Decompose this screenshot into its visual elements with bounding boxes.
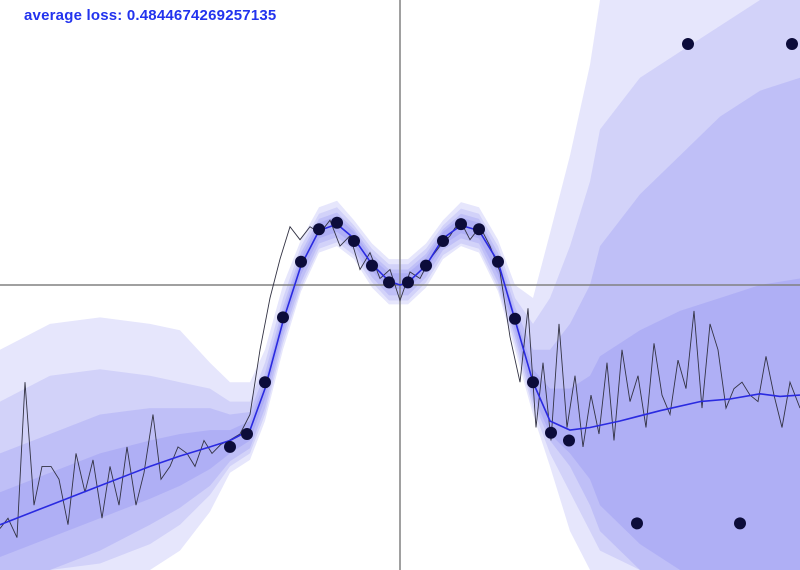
observation-point-14 bbox=[473, 223, 485, 236]
observation-point-0 bbox=[224, 440, 236, 453]
observation-point-1 bbox=[241, 428, 253, 440]
observation-point-19 bbox=[563, 434, 575, 447]
observation-point-13 bbox=[455, 218, 467, 231]
observation-point-11 bbox=[420, 259, 432, 272]
observation-point-8 bbox=[366, 259, 378, 272]
observation-point-20 bbox=[631, 517, 643, 530]
observation-point-16 bbox=[509, 312, 521, 325]
observation-point-15 bbox=[492, 255, 504, 268]
confidence-band-2 bbox=[0, 77, 800, 570]
confidence-band-1 bbox=[0, 216, 800, 570]
observation-point-5 bbox=[313, 223, 325, 236]
observation-point-18 bbox=[545, 426, 557, 439]
observation-point-17 bbox=[527, 376, 539, 389]
observation-point-22 bbox=[734, 517, 746, 530]
observation-point-12 bbox=[437, 235, 449, 247]
observation-point-9 bbox=[383, 276, 395, 289]
observations-series bbox=[224, 38, 798, 530]
observation-point-6 bbox=[331, 216, 343, 229]
observation-point-2 bbox=[259, 376, 271, 389]
average-loss-label: average loss: 0.4844674269257135 bbox=[24, 7, 277, 24]
observation-point-21 bbox=[682, 38, 694, 50]
observation-point-10 bbox=[402, 276, 414, 289]
observation-point-23 bbox=[786, 38, 798, 50]
observation-point-4 bbox=[295, 255, 307, 268]
observation-point-3 bbox=[277, 311, 289, 324]
observation-point-7 bbox=[348, 235, 360, 247]
